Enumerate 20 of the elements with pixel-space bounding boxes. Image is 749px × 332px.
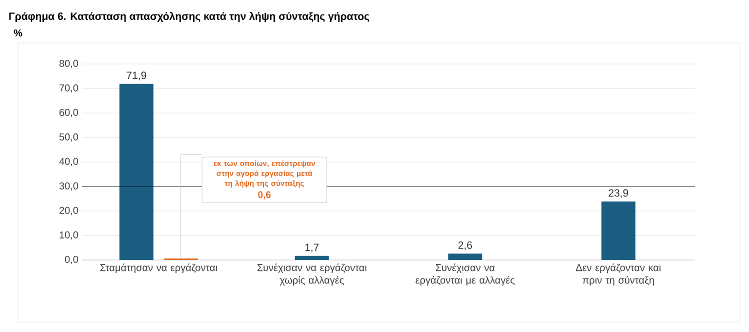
- data-label: 71,9: [126, 72, 146, 80]
- y-tick-label: 40,0: [59, 158, 78, 166]
- data-label: 23,9: [608, 189, 628, 198]
- x-tick-label: Σταμάτησαν να εργάζονται: [100, 264, 218, 274]
- x-tick-label: Συνέχισαν να εργάζονται χωρίς αλλαγές: [257, 264, 367, 286]
- y-tick-label: 60,0: [60, 108, 78, 118]
- x-tick-label: Δεν εργάζονταν και πριν τη σύνταξη: [576, 264, 661, 286]
- data-label: 1,7: [305, 244, 319, 252]
- y-tick-label: 10,0: [60, 231, 78, 240]
- y-tick-label: 30,0: [59, 182, 78, 191]
- y-axis-title: %: [14, 29, 22, 37]
- y-tick-label: 50,0: [59, 133, 78, 142]
- x-tick-label: Συνέχισαν να εργάζονται με αλλαγές: [416, 264, 515, 286]
- y-tick-label: 80,0: [59, 60, 78, 68]
- data-label: 2,6: [458, 241, 472, 250]
- y-tick-label: 20,0: [60, 206, 78, 216]
- annotation: 0,6: [258, 191, 271, 200]
- y-tick-label: 0,0: [64, 256, 78, 264]
- y-tick-label: 70,0: [60, 84, 78, 93]
- chart-title: Γράφημα 6. Κατάσταση απασχόλησης κατά την λήψη σύνταξης γήρατος: [9, 12, 370, 22]
